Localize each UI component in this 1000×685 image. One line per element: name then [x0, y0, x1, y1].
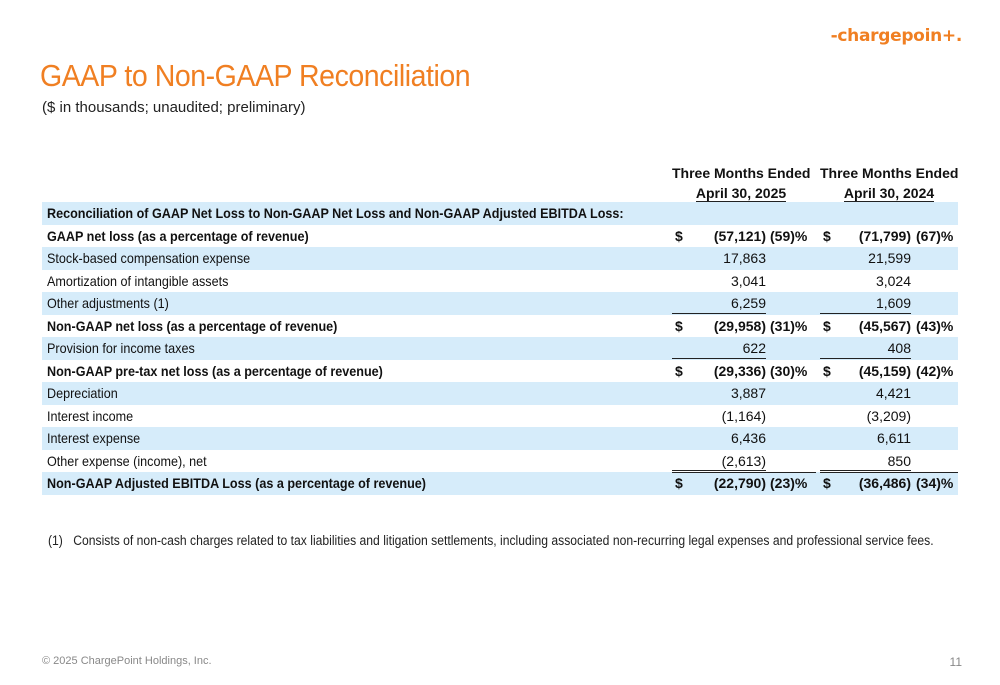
dollar-sign-2024: $: [823, 475, 831, 491]
column-header-2024: Three Months Ended April 30, 2024: [820, 163, 958, 203]
percent-2025: (31)%: [770, 317, 808, 334]
footnote-number: (1): [48, 533, 63, 548]
row-label: Other expense (income), net: [47, 452, 207, 469]
amount-2024: 6,611: [877, 430, 911, 446]
percent-2024: (67)%: [916, 227, 954, 244]
percent-2025: (30)%: [770, 362, 808, 379]
row-label: Interest income: [47, 407, 134, 424]
chargepoint-logo: -chargepoin+.: [830, 26, 963, 46]
row-label: Other adjustments (1): [47, 295, 169, 311]
table-row: Reconciliation of GAAP Net Loss to Non-G…: [42, 202, 958, 225]
column-header-2025-line1: Three Months Ended: [672, 165, 811, 181]
amount-2024: (71,799): [858, 227, 911, 244]
amount-2025: (2,613): [721, 452, 766, 469]
table-row: Interest expense 6,436 6,611: [42, 427, 958, 450]
amount-2025: (22,790): [713, 475, 766, 491]
row-label: Stock-based compensation expense: [47, 250, 251, 266]
table-row: Depreciation 3,887 4,421: [42, 382, 958, 405]
amount-2024: (45,159): [858, 362, 911, 379]
dollar-sign-2025: $: [675, 227, 683, 244]
subtotal-rule: [820, 312, 911, 314]
row-label: Provision for income taxes: [47, 340, 195, 356]
table-row: Non-GAAP Adjusted EBITDA Loss (as a perc…: [42, 472, 958, 495]
page-subtitle: ($ in thousands; unaudited; preliminary): [42, 99, 306, 116]
dollar-sign-2024: $: [823, 227, 831, 244]
subtotal-rule: [820, 470, 911, 471]
percent-2024: (42)%: [916, 362, 954, 379]
row-label: Reconciliation of GAAP Net Loss to Non-G…: [47, 205, 624, 221]
dollar-sign-2024: $: [823, 362, 831, 379]
table-row: Amortization of intangible assets 3,041 3,…: [42, 270, 958, 293]
row-label: Non-GAAP Adjusted EBITDA Loss (as a perc…: [47, 475, 427, 491]
amount-2025: 3,041: [730, 272, 766, 289]
amount-2025: 622: [742, 340, 766, 356]
amount-2025: 6,259: [730, 295, 766, 311]
amount-2025: (1,164): [721, 407, 766, 424]
row-label: GAAP net loss (as a percentage of revenu…: [47, 227, 309, 244]
amount-2025: (57,121): [713, 227, 766, 244]
subtotal-rule: [672, 312, 766, 314]
dollar-sign-2025: $: [675, 362, 683, 379]
total-rule: [820, 472, 958, 473]
column-header-2024-line1: Three Months Ended: [820, 165, 959, 181]
amount-2024: (36,486): [858, 475, 911, 491]
amount-2024: 850: [887, 452, 911, 469]
table-row: Provision for income taxes 622 408: [42, 337, 958, 360]
row-label: Interest expense: [47, 430, 141, 446]
table-row: Interest income (1,164) (3,209): [42, 405, 958, 428]
subtotal-rule: [672, 357, 766, 359]
total-rule: [672, 472, 816, 473]
column-header-2025-line2: April 30, 2025: [695, 185, 787, 202]
row-label: Non-GAAP pre-tax net loss (as a percenta…: [47, 362, 383, 379]
amount-2024: (45,567): [858, 317, 911, 334]
amount-2024: 1,609: [875, 295, 911, 311]
percent-2024: (43)%: [916, 317, 954, 334]
amount-2024: 21,599: [868, 250, 911, 266]
amount-2024: (3,209): [866, 407, 911, 424]
table-row: Non-GAAP pre-tax net loss (as a percenta…: [42, 360, 958, 383]
amount-2024: 3,024: [875, 272, 911, 289]
table-row: Other adjustments (1) 6,259 1,609: [42, 292, 958, 315]
dollar-sign-2024: $: [823, 317, 831, 334]
amount-2025: (29,336): [713, 362, 766, 379]
amount-2025: 3,887: [730, 385, 766, 401]
copyright: © 2025 ChargePoint Holdings, Inc.: [42, 655, 212, 667]
dollar-sign-2025: $: [675, 475, 683, 491]
footnote-text: Consists of non-cash charges related to …: [73, 533, 934, 548]
row-label: Depreciation: [47, 385, 118, 401]
subtotal-rule: [820, 357, 911, 359]
amount-2025: 6,436: [730, 430, 766, 446]
table-row: GAAP net loss (as a percentage of revenu…: [42, 225, 958, 248]
subtotal-rule: [672, 470, 766, 471]
amount-2024: 4,421: [875, 385, 911, 401]
reconciliation-table: Reconciliation of GAAP Net Loss to Non-G…: [42, 202, 958, 495]
dollar-sign-2025: $: [675, 317, 683, 334]
column-header-2024-line2: April 30, 2024: [843, 185, 935, 202]
percent-2024: (34)%: [916, 475, 954, 491]
percent-2025: (23)%: [770, 475, 808, 491]
table-row: Stock-based compensation expense 17,863 21…: [42, 247, 958, 270]
page-number: 11: [949, 655, 962, 669]
row-label: Non-GAAP net loss (as a percentage of re…: [47, 317, 338, 334]
footnote: (1) Consists of non-cash charges related …: [48, 533, 934, 548]
percent-2025: (59)%: [770, 227, 808, 244]
row-label: Amortization of intangible assets: [47, 272, 229, 289]
table-row: Non-GAAP net loss (as a percentage of re…: [42, 315, 958, 338]
amount-2024: 408: [887, 340, 911, 356]
table-row: Other expense (income), net (2,613) 850: [42, 450, 958, 473]
page-title: GAAP to Non-GAAP Reconciliation: [40, 58, 471, 93]
amount-2025: (29,958): [713, 317, 766, 334]
amount-2025: 17,863: [723, 250, 766, 266]
column-header-2025: Three Months Ended April 30, 2025: [672, 163, 810, 203]
